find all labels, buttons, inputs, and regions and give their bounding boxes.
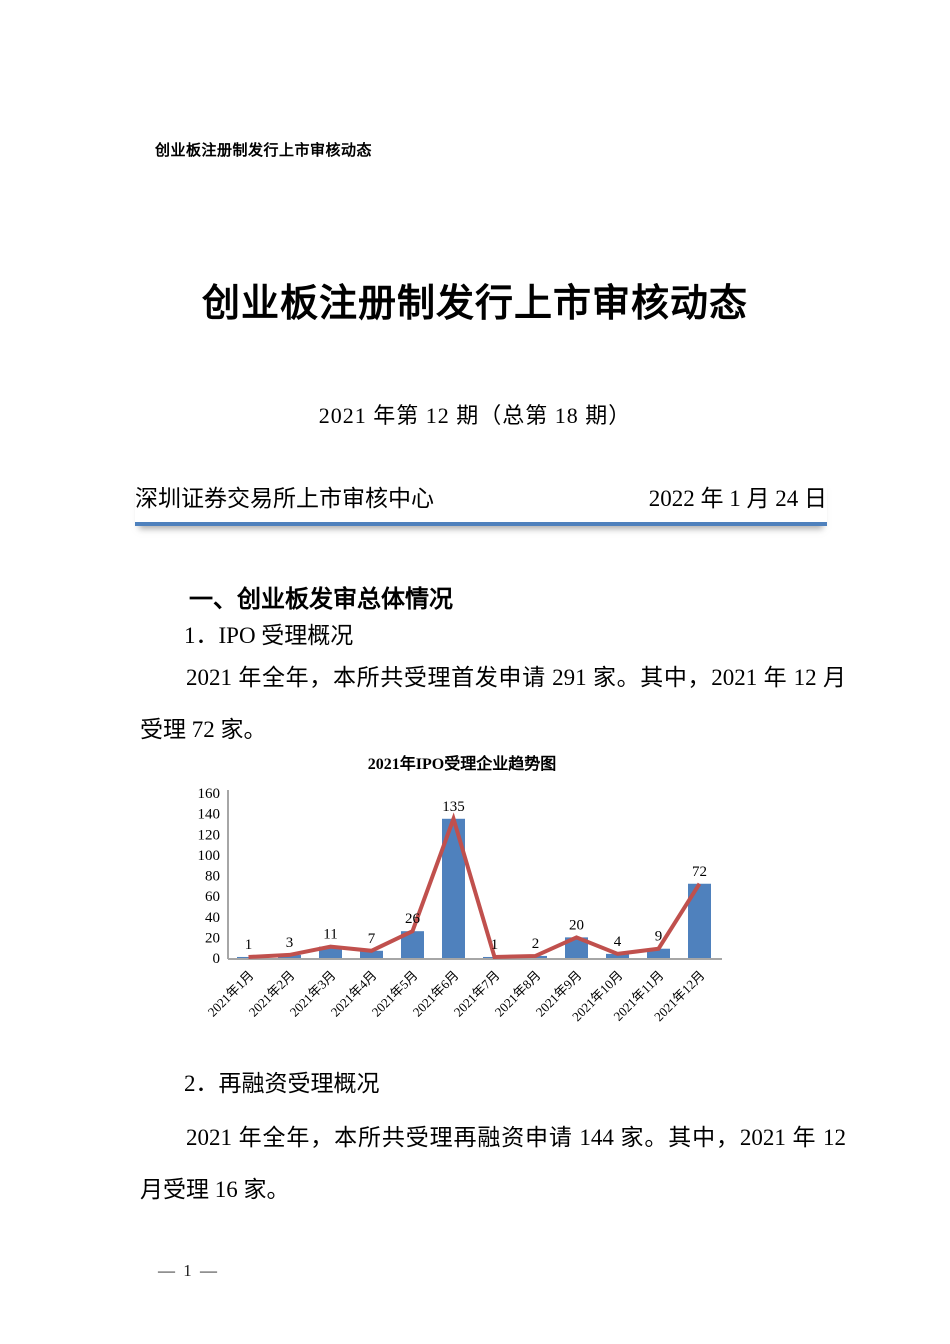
ipo-trend-chart: 2021年IPO受理企业趋势图 0 20 40 60 80 100 120 140 160 1 3 11… <box>178 742 748 1047</box>
issue-number-line: 2021 年第 12 期（总第 18 期） <box>318 403 632 428</box>
data-label: 135 <box>442 799 465 815</box>
data-label: 4 <box>614 934 622 950</box>
x-axis-labels: 2021年1月2021年2月2021年3月2021年4月2021年5月2021年… <box>205 968 708 1025</box>
y-tick-label: 40 <box>205 910 220 926</box>
bar <box>565 937 588 958</box>
data-label: 1 <box>245 937 253 953</box>
item-2-heading: 2．再融资受理概况 <box>184 1071 380 1096</box>
section-1-heading: 一、创业板发审总体情况 <box>189 586 453 613</box>
publish-date: 2022 年 1 月 24 日 <box>648 486 827 511</box>
data-label: 7 <box>368 931 376 947</box>
data-label: 72 <box>692 864 707 880</box>
y-tick-label: 140 <box>198 807 221 823</box>
data-label: 1 <box>491 937 499 953</box>
y-tick-label: 60 <box>205 889 220 905</box>
data-label: 11 <box>323 927 337 943</box>
y-tick-label: 100 <box>198 848 221 864</box>
chart-title: 2021年IPO受理企业趋势图 <box>368 754 556 773</box>
bar <box>688 883 711 958</box>
data-labels: 1 3 11 7 26 135 1 2 20 4 9 72 <box>245 799 707 953</box>
data-label: 9 <box>655 929 663 945</box>
page-number: — 1 — <box>158 1261 219 1280</box>
y-tick-label: 0 <box>213 951 221 967</box>
item-1-paragraph: 2021 年全年，本所共受理首发申请 291 家。其中，2021 年 12 月受… <box>140 665 847 742</box>
bar <box>442 818 465 958</box>
organization-name: 深圳证券交易所上市审核中心 <box>135 486 434 511</box>
item-1-heading: 1．IPO 受理概况 <box>184 623 354 648</box>
bar <box>606 953 629 958</box>
bar <box>237 956 260 958</box>
y-tick-label: 20 <box>205 930 220 946</box>
page-title: 创业板注册制发行上市审核动态 <box>201 283 748 325</box>
bar <box>319 946 342 958</box>
masthead: 深圳证券交易所上市审核中心 2022 年 1 月 24 日 <box>135 479 827 526</box>
y-tick-label: 120 <box>198 827 221 843</box>
y-tick-label: 160 <box>198 786 221 802</box>
data-label: 3 <box>286 935 294 951</box>
bar <box>647 948 670 958</box>
bar <box>401 931 424 958</box>
data-label: 20 <box>569 917 584 933</box>
y-tick-label: 80 <box>205 869 220 885</box>
data-label: 26 <box>405 911 421 927</box>
item-2-paragraph: 2021 年全年，本所共受理再融资申请 144 家。其中，2021 年 12 月… <box>140 1125 846 1202</box>
y-axis-labels: 0 20 40 60 80 100 120 140 160 <box>198 786 221 967</box>
axes <box>227 790 722 960</box>
trend-line <box>248 812 702 960</box>
running-header: 创业板注册制发行上市审核动态 <box>155 142 373 159</box>
data-label: 2 <box>532 936 540 952</box>
bar <box>360 950 383 958</box>
